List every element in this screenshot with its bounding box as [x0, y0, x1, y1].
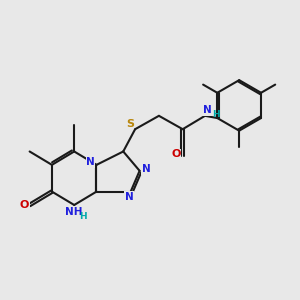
Text: S: S	[126, 119, 134, 129]
Text: N: N	[203, 106, 212, 116]
Text: H: H	[79, 212, 86, 221]
Text: N: N	[142, 164, 151, 174]
Text: N: N	[125, 192, 134, 202]
Text: O: O	[172, 149, 181, 160]
Text: N: N	[86, 158, 95, 167]
Text: NH: NH	[65, 206, 83, 217]
Text: H: H	[212, 110, 220, 119]
Text: O: O	[20, 200, 29, 210]
